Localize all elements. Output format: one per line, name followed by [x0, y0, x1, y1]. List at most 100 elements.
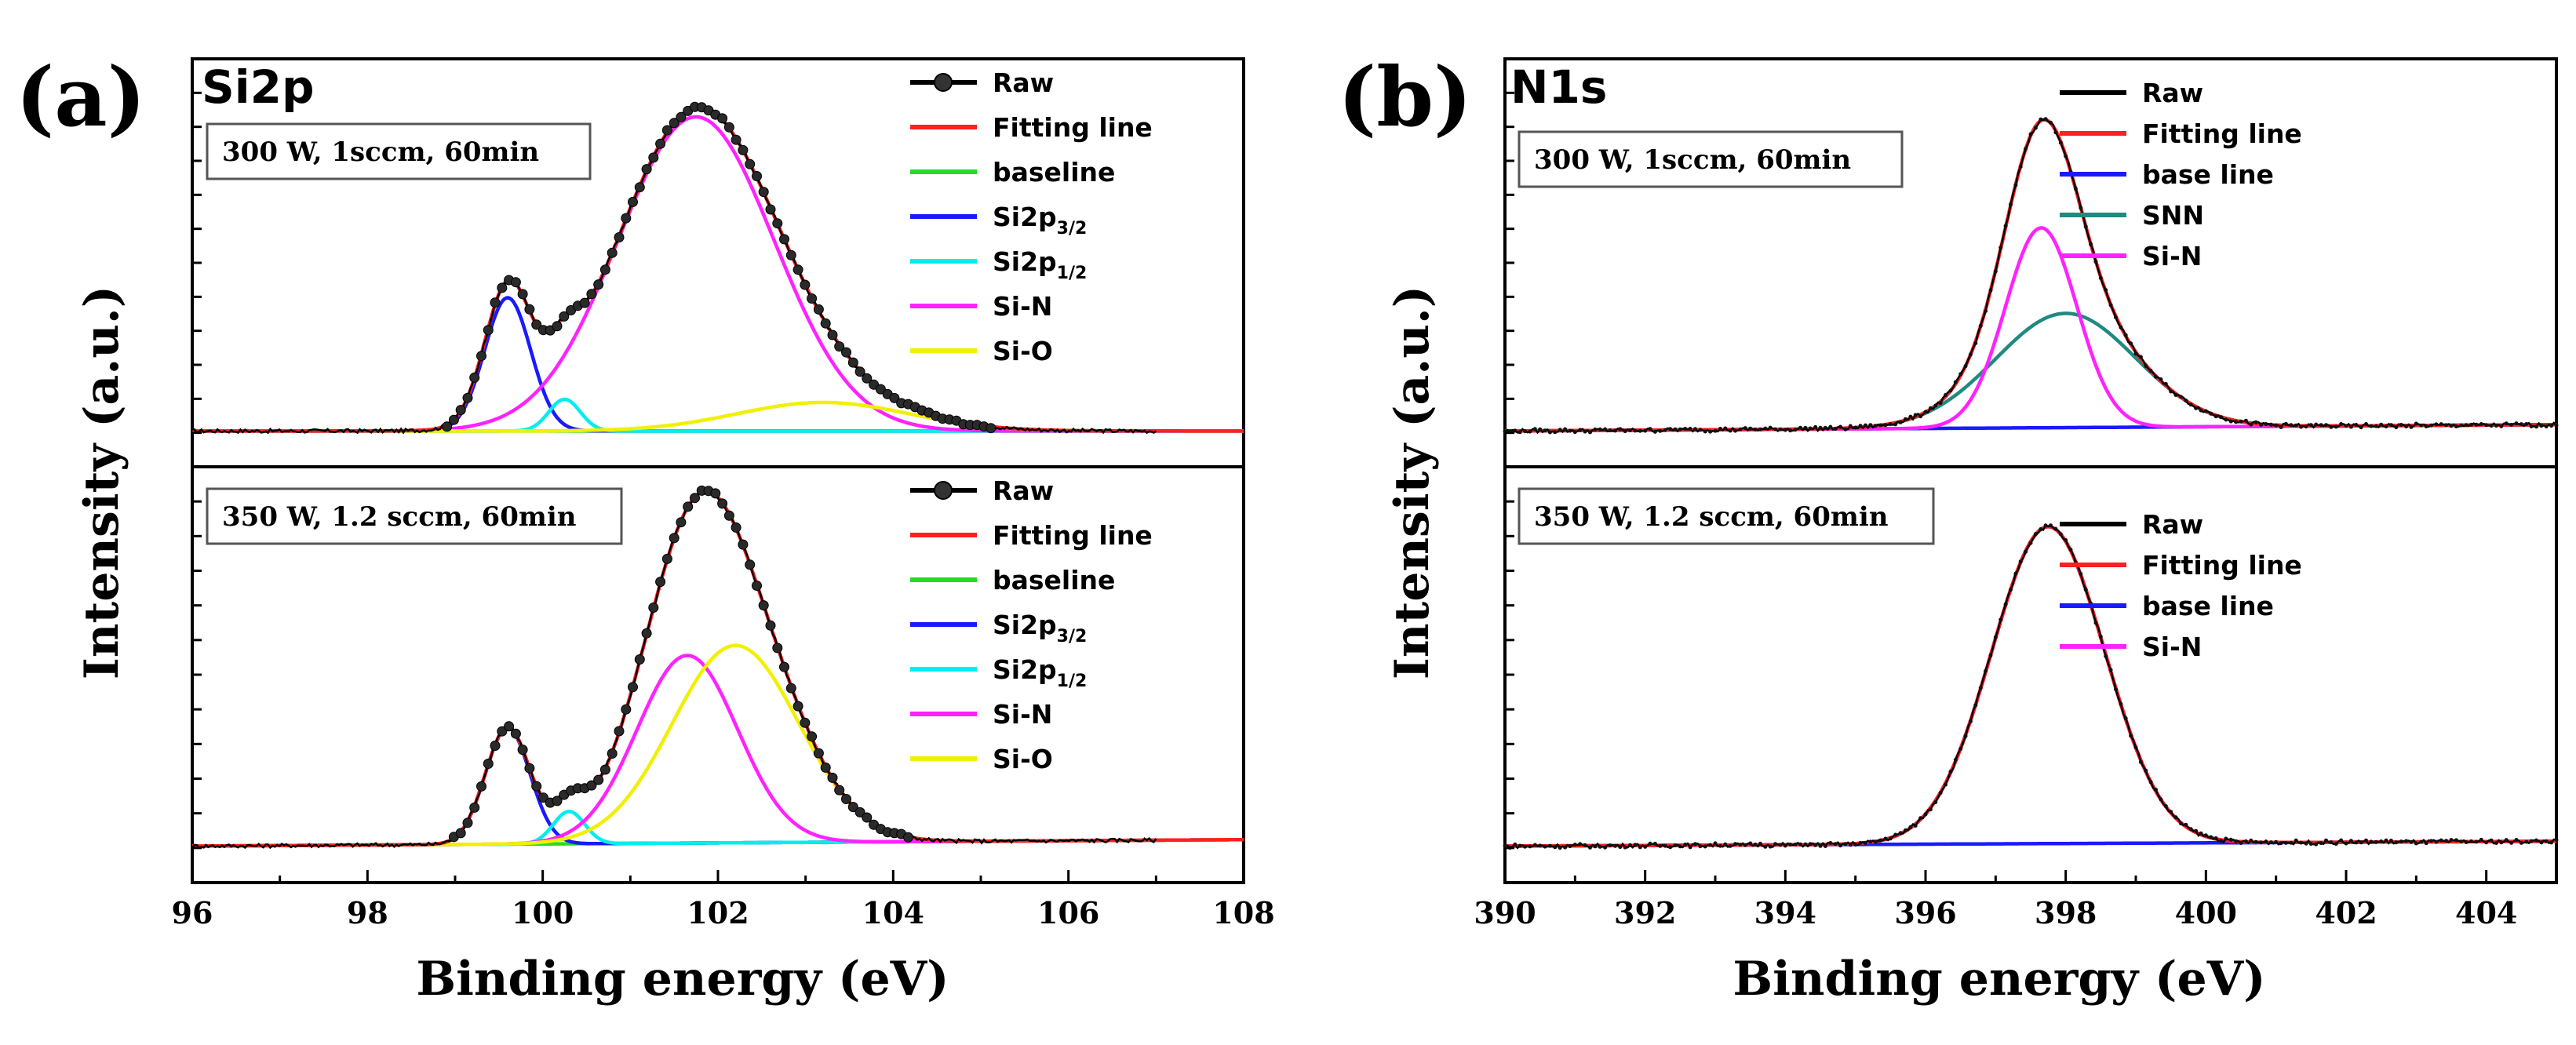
raw-data-point: [1888, 422, 1893, 427]
raw-data-point: [800, 717, 811, 728]
panel-b-ylabel: Intensity (a.u.): [1385, 286, 1440, 679]
raw-data-point: [2108, 303, 2113, 308]
raw-data-point: [1763, 844, 1768, 849]
raw-data-point: [517, 745, 528, 756]
raw-data-point: [2364, 422, 2368, 426]
raw-data-point: [1783, 428, 1787, 432]
legend-item: baseline: [910, 565, 1115, 595]
raw-data-point: [1638, 845, 1642, 850]
raw-data-point: [1908, 414, 1913, 419]
raw-data-point: [2203, 833, 2208, 838]
component-curve-si2p3-2: [191, 296, 1244, 433]
raw-data-point: [2524, 839, 2529, 844]
raw-data-point: [1738, 427, 1743, 431]
raw-data-point: [1588, 430, 1592, 435]
raw-data-point: [504, 721, 515, 732]
raw-data-point: [2159, 377, 2163, 381]
raw-data-point: [2243, 418, 2248, 423]
raw-data-point: [2254, 839, 2258, 844]
raw-data-point: [772, 218, 783, 229]
raw-data-point: [2003, 602, 2008, 606]
raw-data-point: [1828, 841, 1833, 845]
raw-data-point: [2083, 224, 2088, 229]
raw-data-point: [2043, 523, 2048, 528]
raw-data-point: [2334, 842, 2338, 847]
raw-data-point: [683, 501, 694, 512]
raw-data-point: [2144, 364, 2148, 368]
raw-data-point: [1798, 425, 1802, 430]
raw-data-point: [2028, 132, 2033, 137]
raw-data-point: [2344, 424, 2348, 428]
x-axis-ticks: 390 392 394 396 398 400 402 404: [1474, 870, 2517, 930]
raw-data-point: [628, 196, 638, 207]
legend-subscript: 3/2: [1057, 627, 1088, 646]
raw-data-point: [807, 731, 818, 742]
raw-data-point: [834, 341, 845, 352]
raw-data-point: [1858, 840, 1863, 845]
raw-data-point: [2348, 839, 2353, 843]
legend-label: baseline: [993, 565, 1115, 595]
legend-label: Si-N: [2142, 241, 2202, 271]
raw-data-point: [1933, 403, 1938, 408]
raw-data-point: [2119, 701, 2123, 706]
raw-data-point: [862, 373, 873, 384]
raw-data-point: [772, 643, 783, 654]
raw-data-point: [2178, 821, 2183, 826]
raw-data-point: [1953, 758, 1958, 762]
raw-data-point: [1743, 426, 1747, 431]
raw-data-point: [2539, 424, 2544, 428]
raw-data-point: [2499, 424, 2504, 428]
raw-data-point: [2144, 768, 2148, 773]
raw-data-point: [1648, 427, 1652, 431]
raw-data-point: [2504, 421, 2509, 426]
y-axis-ticks: [192, 91, 202, 435]
raw-data-point: [2484, 423, 2489, 428]
raw-data-point: [1513, 428, 1518, 433]
raw-data-point: [1863, 840, 1867, 845]
raw-data-point: [847, 357, 858, 368]
raw-data-point: [2544, 839, 2549, 843]
raw-data-point: [2409, 424, 2414, 429]
raw-data-point: [1778, 427, 1783, 431]
raw-data-point: [2049, 120, 2053, 125]
raw-data-point: [669, 118, 680, 129]
raw-data-point: [1973, 703, 1978, 708]
raw-data-point: [1558, 428, 1562, 432]
x-tick-label: 104: [862, 895, 924, 930]
raw-data-point: [2024, 147, 2028, 151]
raw-data-point: [2359, 425, 2363, 430]
raw-data-point: [745, 559, 756, 570]
raw-data-point: [1973, 340, 1978, 345]
legend-item: SNN: [2060, 200, 2204, 231]
condition-box: [206, 487, 623, 545]
raw-data-point: [827, 330, 838, 340]
raw-data-point: [2199, 408, 2203, 413]
raw-data-point: [2319, 423, 2323, 428]
raw-data-point: [1608, 428, 1612, 432]
raw-data-point: [2514, 421, 2519, 426]
raw-data-point: [2093, 260, 2098, 264]
raw-data-point: [1778, 843, 1783, 847]
raw-data-point: [599, 764, 610, 775]
raw-data-point: [2259, 423, 2263, 427]
raw-data-point: [2394, 840, 2399, 845]
raw-data-point: [552, 796, 563, 807]
raw-data-point: [538, 792, 548, 803]
legend: Raw Fitting line baseline Si2p3/2 Si2p1/2 Si-…: [910, 67, 1153, 366]
fitting-line-curve: [1504, 525, 2557, 848]
raw-data-point: [1838, 424, 1842, 429]
raw-data-point: [1598, 844, 1602, 849]
raw-data-point: [469, 372, 480, 383]
raw-data-point: [862, 812, 873, 823]
raw-data-point: [2384, 838, 2388, 843]
raw-data-point: [1563, 427, 1568, 431]
raw-data-point: [2479, 422, 2483, 426]
raw-data-point: [2024, 549, 2028, 554]
raw-data-point: [2314, 842, 2319, 847]
raw-data-point: [2219, 839, 2223, 843]
raw-data-point: [1993, 635, 1998, 639]
raw-data-point: [524, 304, 535, 315]
raw-data-point: [2009, 588, 2013, 592]
raw-data-point: [1553, 845, 1558, 850]
